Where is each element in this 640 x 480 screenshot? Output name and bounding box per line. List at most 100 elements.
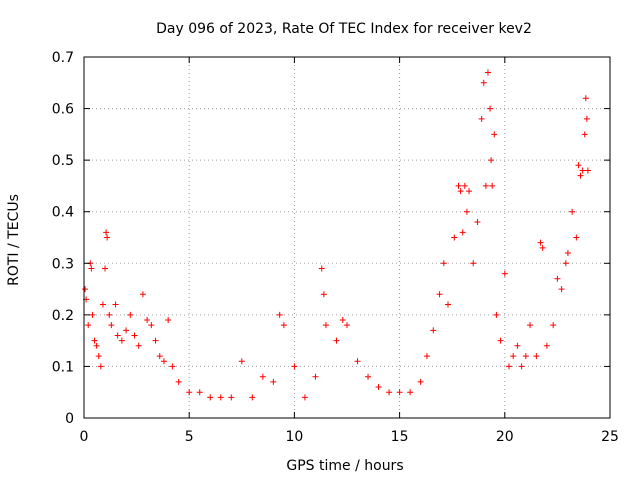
data-point xyxy=(581,131,588,138)
data-point xyxy=(522,353,529,360)
data-point xyxy=(582,95,589,102)
data-point xyxy=(312,373,319,380)
data-point xyxy=(207,394,214,401)
x-axis-ticks: 0 5 10 15 20 25 xyxy=(80,57,619,445)
data-point xyxy=(539,244,546,251)
data-point xyxy=(270,378,277,385)
y-tick-label: 0.4 xyxy=(52,205,74,221)
data-point xyxy=(127,311,134,318)
data-point xyxy=(152,337,159,344)
data-point xyxy=(510,353,517,360)
data-point xyxy=(550,322,557,329)
data-point xyxy=(280,322,287,329)
data-point xyxy=(228,394,235,401)
data-point xyxy=(365,373,372,380)
data-point xyxy=(148,322,155,329)
data-point xyxy=(459,229,466,236)
data-point xyxy=(514,342,521,349)
data-point xyxy=(259,373,266,380)
chart-title: Day 096 of 2023, Rate Of TEC Index for r… xyxy=(156,21,532,37)
data-point xyxy=(249,394,256,401)
data-point xyxy=(493,311,500,318)
x-tick-label: 10 xyxy=(285,429,303,445)
data-point xyxy=(186,389,193,396)
data-point xyxy=(423,353,430,360)
data-point xyxy=(543,342,550,349)
data-point xyxy=(554,275,561,282)
data-point xyxy=(407,389,414,396)
data-point xyxy=(175,378,182,385)
data-point xyxy=(430,327,437,334)
data-point xyxy=(527,322,534,329)
data-point xyxy=(89,311,96,318)
y-tick-label: 0 xyxy=(65,411,74,427)
data-point xyxy=(301,394,308,401)
data-point xyxy=(484,69,491,76)
data-point xyxy=(165,317,172,324)
data-point xyxy=(444,301,451,308)
data-point xyxy=(217,394,224,401)
data-point xyxy=(489,182,496,189)
y-tick-label: 0.2 xyxy=(52,308,74,324)
data-point xyxy=(322,322,329,329)
y-tick-label: 0.6 xyxy=(52,102,74,118)
data-point xyxy=(506,363,513,370)
y-tick-label: 0.3 xyxy=(52,256,74,272)
data-point xyxy=(114,332,121,339)
data-point xyxy=(497,337,504,344)
data-point xyxy=(488,157,495,164)
data-point xyxy=(579,167,586,174)
data-point xyxy=(491,131,498,138)
data-point xyxy=(160,358,167,365)
data-point xyxy=(169,363,176,370)
data-point xyxy=(354,358,361,365)
data-point xyxy=(575,162,582,169)
data-point xyxy=(88,265,95,272)
data-point xyxy=(123,327,130,334)
data-point xyxy=(276,311,283,318)
data-point xyxy=(291,363,298,370)
data-point xyxy=(478,115,485,122)
data-point xyxy=(573,234,580,241)
data-point xyxy=(82,286,89,293)
data-point xyxy=(487,105,494,112)
data-point xyxy=(318,265,325,272)
data-point xyxy=(112,301,119,308)
data-point xyxy=(480,79,487,86)
data-point xyxy=(518,363,525,370)
data-point xyxy=(537,239,544,246)
data-point xyxy=(106,311,113,318)
data-point xyxy=(501,270,508,277)
data-point xyxy=(102,265,109,272)
data-point xyxy=(466,188,473,195)
data-point xyxy=(118,337,125,344)
y-tick-label: 0.1 xyxy=(52,359,74,375)
data-point xyxy=(558,286,565,293)
data-point xyxy=(386,389,393,396)
data-point xyxy=(463,208,470,215)
grid xyxy=(84,57,610,418)
data-point xyxy=(461,182,468,189)
data-points xyxy=(82,69,591,401)
data-point xyxy=(103,229,110,236)
data-point xyxy=(238,358,245,365)
data-point xyxy=(396,389,403,396)
data-point xyxy=(455,182,462,189)
data-point xyxy=(344,322,350,329)
data-point xyxy=(533,353,540,360)
data-point xyxy=(339,317,346,324)
data-point xyxy=(440,260,447,267)
data-point xyxy=(474,219,481,226)
data-point xyxy=(470,260,477,267)
data-point xyxy=(417,378,424,385)
x-axis-label: GPS time / hours xyxy=(286,458,403,474)
x-tick-label: 0 xyxy=(80,429,89,445)
data-point xyxy=(135,342,142,349)
data-point xyxy=(99,301,106,308)
x-tick-label: 15 xyxy=(391,429,409,445)
y-tick-label: 0.5 xyxy=(52,153,74,169)
data-point xyxy=(320,291,327,298)
data-point xyxy=(93,342,100,349)
x-tick-label: 25 xyxy=(601,429,619,445)
